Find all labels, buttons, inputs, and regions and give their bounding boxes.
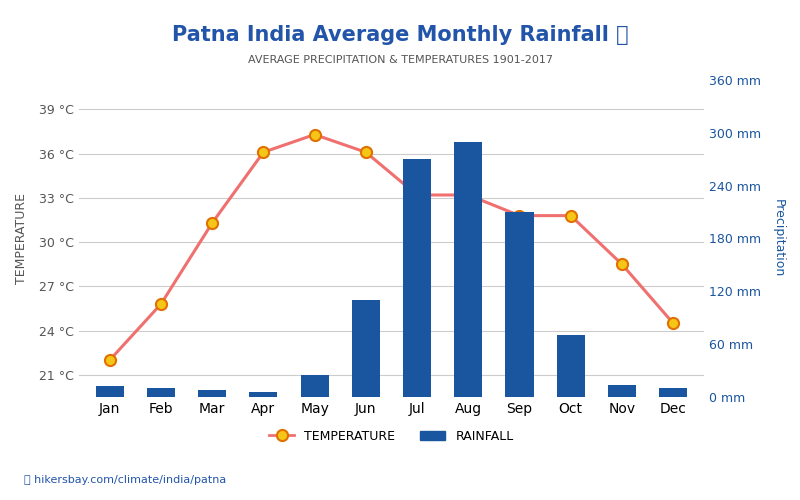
- Y-axis label: Precipitation: Precipitation: [772, 200, 785, 278]
- Text: AVERAGE PRECIPITATION & TEMPERATURES 1901-2017: AVERAGE PRECIPITATION & TEMPERATURES 190…: [247, 55, 553, 65]
- Bar: [659, 388, 687, 397]
- Bar: [198, 390, 226, 397]
- Bar: [557, 336, 585, 397]
- Legend: TEMPERATURE, RAINFALL: TEMPERATURE, RAINFALL: [264, 425, 518, 448]
- Bar: [454, 142, 482, 397]
- Y-axis label: TEMPERATURE: TEMPERATURE: [15, 193, 28, 284]
- Bar: [506, 212, 534, 397]
- Bar: [147, 388, 175, 397]
- Bar: [352, 300, 380, 397]
- Text: 🌐 hikersbay.com/climate/india/patna: 🌐 hikersbay.com/climate/india/patna: [24, 475, 226, 485]
- Bar: [301, 375, 329, 397]
- Bar: [608, 384, 636, 397]
- Text: Patna India Average Monthly Rainfall 🌧: Patna India Average Monthly Rainfall 🌧: [172, 25, 628, 45]
- Bar: [403, 159, 431, 397]
- Bar: [96, 386, 124, 397]
- Bar: [250, 392, 278, 397]
